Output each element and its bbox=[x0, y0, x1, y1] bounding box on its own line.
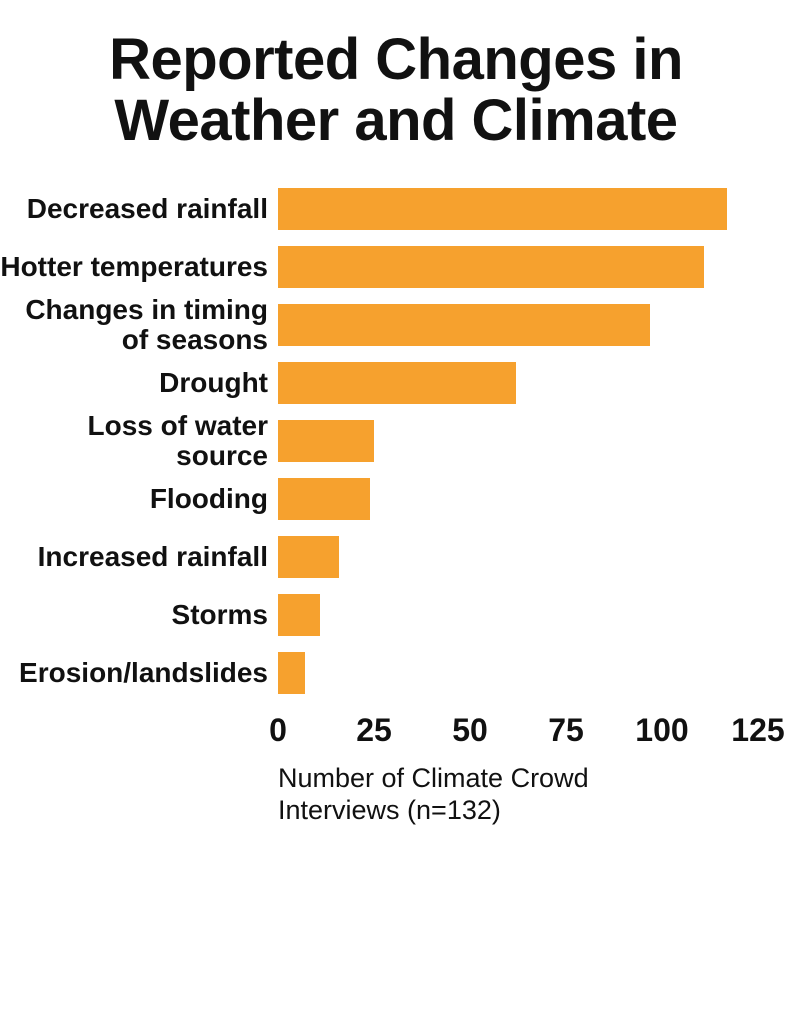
category-label: Storms bbox=[0, 600, 278, 629]
chart-row: Erosion/landslides bbox=[0, 644, 792, 702]
bar-track bbox=[278, 528, 758, 586]
bar-track bbox=[278, 238, 758, 296]
x-tick: 75 bbox=[548, 712, 584, 749]
chart-row: Storms bbox=[0, 586, 792, 644]
x-axis: 0255075100125 bbox=[278, 712, 758, 754]
bar bbox=[278, 652, 305, 694]
chart-row: Hotter temperatures bbox=[0, 238, 792, 296]
plot-area: Decreased rainfall Hotter temperatures Cha… bbox=[0, 180, 792, 702]
bar bbox=[278, 246, 704, 288]
chart-row: Drought bbox=[0, 354, 792, 412]
category-label: Erosion/landslides bbox=[0, 658, 278, 687]
title-line: Reported Changes in bbox=[109, 27, 683, 92]
bar-track bbox=[278, 470, 758, 528]
bar-track bbox=[278, 644, 758, 702]
x-tick: 125 bbox=[731, 712, 784, 749]
bar bbox=[278, 420, 374, 462]
category-label: Increased rainfall bbox=[0, 542, 278, 571]
x-tick: 0 bbox=[269, 712, 287, 749]
title-line: Weather and Climate bbox=[114, 88, 677, 153]
chart-row: Increased rainfall bbox=[0, 528, 792, 586]
bar-track bbox=[278, 180, 758, 238]
bar bbox=[278, 478, 370, 520]
x-axis-label-line: Interviews (n=132) bbox=[278, 795, 501, 825]
category-label: Drought bbox=[0, 368, 278, 397]
category-label: Hotter temperatures bbox=[0, 252, 278, 281]
bar bbox=[278, 188, 727, 230]
chart-row: Flooding bbox=[0, 470, 792, 528]
category-label: Decreased rainfall bbox=[0, 194, 278, 223]
bar-track bbox=[278, 354, 758, 412]
category-label: Loss of water source bbox=[0, 411, 278, 470]
bar bbox=[278, 304, 650, 346]
x-tick: 25 bbox=[356, 712, 392, 749]
chart-row: Decreased rainfall bbox=[0, 180, 792, 238]
bar bbox=[278, 536, 339, 578]
x-axis-label-line: Number of Climate Crowd bbox=[278, 763, 589, 793]
x-axis-label: Number of Climate CrowdInterviews (n=132… bbox=[278, 762, 792, 827]
bar bbox=[278, 594, 320, 636]
bar-track bbox=[278, 586, 758, 644]
bar-track bbox=[278, 296, 758, 354]
category-label: Changes in timingof seasons bbox=[0, 295, 278, 354]
chart-row: Changes in timingof seasons bbox=[0, 296, 792, 354]
chart-title: Reported Changes inWeather and Climate bbox=[0, 30, 792, 152]
chart-row: Loss of water source bbox=[0, 412, 792, 470]
bar-track bbox=[278, 412, 758, 470]
climate-chart: Reported Changes inWeather and Climate D… bbox=[0, 0, 792, 1015]
x-tick: 50 bbox=[452, 712, 488, 749]
bar bbox=[278, 362, 516, 404]
x-tick: 100 bbox=[635, 712, 688, 749]
category-label: Flooding bbox=[0, 484, 278, 513]
